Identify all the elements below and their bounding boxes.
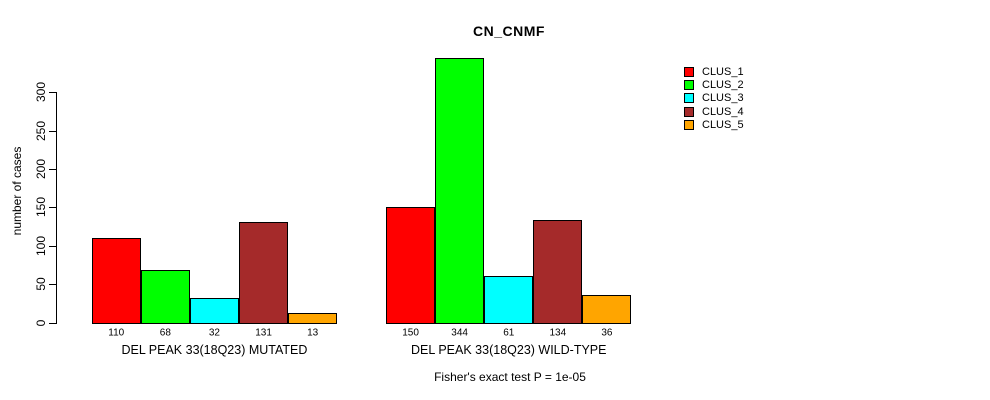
bar [189,298,239,324]
bar [484,275,534,324]
bar-value-label: 13 [307,327,319,339]
legend-label: CLUS_2 [702,78,744,91]
footer-annotation: Fisher's exact test P = 1e-05 [434,370,586,384]
bar [386,207,436,324]
legend-swatch-icon [684,66,694,77]
y-tick-label: 0 [34,319,48,326]
y-tick [49,92,56,94]
y-tick [49,245,56,247]
legend-item: CLUS_5 [684,118,744,131]
legend-swatch-icon [684,119,694,130]
legend-item: CLUS_3 [684,92,744,105]
bar [435,58,485,324]
bar-value-label: 344 [451,327,468,339]
bar-value-label: 131 [255,327,272,339]
y-tick [49,130,56,132]
bar-value-label: 36 [601,327,613,339]
y-tick-label: 200 [34,158,48,180]
y-tick [49,322,56,324]
bar-value-label: 110 [108,327,125,339]
legend-label: CLUS_5 [702,118,744,131]
legend-swatch-icon [684,79,694,90]
legend-swatch-icon [684,106,694,117]
group-label: DEL PEAK 33(18Q23) WILD-TYPE [411,343,607,357]
bar-value-label: 61 [503,327,515,339]
legend: CLUS_1 CLUS_2 CLUS_3 CLUS_4 CLUS_5 [684,65,744,131]
y-axis-line [56,92,57,324]
bar [91,238,141,324]
legend-item: CLUS_4 [684,105,744,118]
bar-value-label: 32 [208,327,220,339]
bar-value-label: 68 [159,327,171,339]
legend-item: CLUS_1 [684,65,744,78]
y-tick [49,169,56,170]
y-tick-label: 150 [34,197,48,218]
bar-value-label: 134 [549,327,567,339]
legend-label: CLUS_4 [702,105,744,118]
bar [288,312,338,324]
bar [533,219,583,324]
bar [582,294,632,324]
y-tick-label: 100 [34,235,48,256]
bar-value-label: 150 [402,327,419,339]
legend-swatch-icon [684,93,694,104]
legend-label: CLUS_1 [702,65,744,78]
legend-label: CLUS_3 [702,92,744,105]
y-tick [49,207,56,209]
bar [140,270,190,324]
y-tick-label: 250 [34,120,48,141]
y-axis-label: number of cases [10,146,24,236]
y-tick [49,284,56,286]
legend-item: CLUS_2 [684,78,744,91]
y-tick-label: 50 [34,277,48,291]
group-label: DEL PEAK 33(18Q23) MUTATED [121,343,308,357]
chart-title: CN_CNMF [473,23,545,39]
bar [239,221,289,324]
y-tick-label: 300 [34,82,48,103]
